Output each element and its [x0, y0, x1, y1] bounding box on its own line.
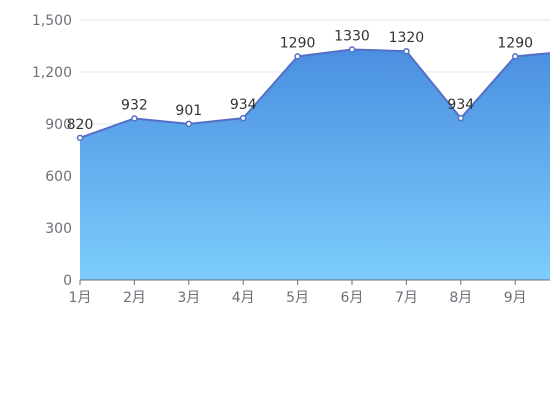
data-label: 820 — [67, 117, 94, 133]
data-label: 1320 — [389, 30, 425, 46]
series-line-path — [79, 48, 550, 139]
data-label: 901 — [175, 103, 202, 119]
data-point[interactable] — [185, 120, 193, 128]
x-tick-label: 4月 — [232, 290, 255, 306]
y-tick-label: 300 — [45, 221, 72, 237]
data-label: 1330 — [334, 28, 370, 44]
data-label: 1290 — [280, 35, 316, 51]
y-tick-label: 900 — [45, 117, 72, 133]
x-tick-label: 9月 — [504, 290, 527, 306]
data-label: 934 — [230, 97, 257, 113]
x-tick-label: 7月 — [395, 290, 418, 306]
y-tick-label: 1,500 — [32, 13, 72, 29]
data-points — [76, 46, 519, 142]
data-point[interactable] — [348, 46, 356, 53]
data-point[interactable] — [511, 53, 519, 60]
x-tick-label: 8月 — [449, 290, 472, 306]
data-point[interactable] — [457, 114, 465, 122]
data-label: 932 — [121, 97, 148, 113]
y-axis-ticks: 0 300 600 900 1,200 1,500 — [32, 13, 72, 289]
area-fill — [80, 49, 550, 280]
data-label: 934 — [447, 97, 474, 113]
series-line — [79, 48, 550, 139]
area-series — [80, 49, 550, 280]
x-tick-label: 1月 — [69, 290, 92, 306]
y-tick-label: 0 — [63, 273, 72, 289]
y-tick-label: 600 — [45, 169, 72, 185]
data-point[interactable] — [403, 47, 410, 55]
data-point[interactable] — [294, 53, 301, 60]
x-tick-label: 2月 — [123, 290, 146, 306]
data-labels: 820 932 901 934 1290 1330 1320 934 1290 — [67, 28, 533, 132]
data-point[interactable] — [131, 115, 138, 122]
x-axis-ticks: 1月 2月 3月 4月 5月 6月 7月 8月 9月 — [69, 279, 550, 306]
data-point[interactable] — [239, 114, 247, 122]
data-point[interactable] — [76, 134, 84, 142]
data-label: 1290 — [497, 35, 533, 51]
x-tick-label: 3月 — [177, 290, 200, 306]
x-tick-label: 6月 — [341, 290, 364, 306]
y-tick-label: 1,200 — [32, 65, 72, 81]
x-tick-label: 5月 — [286, 290, 309, 306]
